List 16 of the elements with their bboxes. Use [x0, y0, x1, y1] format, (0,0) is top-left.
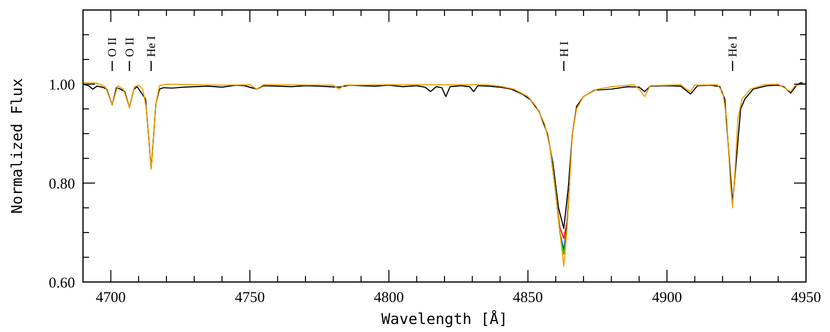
x-tick-label: 4950 [791, 290, 821, 306]
annotation: He I [726, 36, 740, 57]
y-tick-label: 0.60 [48, 275, 75, 292]
x-tick-label: 4750 [234, 290, 265, 306]
annotation: O II [122, 37, 136, 57]
x-tick-label: 4900 [652, 290, 682, 306]
annotation: He I [144, 36, 158, 57]
annotation: O II [105, 37, 120, 57]
x-tick-label: 4850 [512, 290, 543, 306]
x-axis-title: Wavelength [Å] [381, 310, 508, 328]
annotation: H I [556, 41, 571, 57]
y-tick-label: 0.80 [48, 176, 75, 192]
x-tick-label: 4800 [374, 290, 404, 306]
y-axis-title: Normalized Flux [8, 78, 26, 214]
x-tick-label: 4700 [96, 290, 126, 306]
y-tick-label: 1.00 [48, 77, 75, 94]
